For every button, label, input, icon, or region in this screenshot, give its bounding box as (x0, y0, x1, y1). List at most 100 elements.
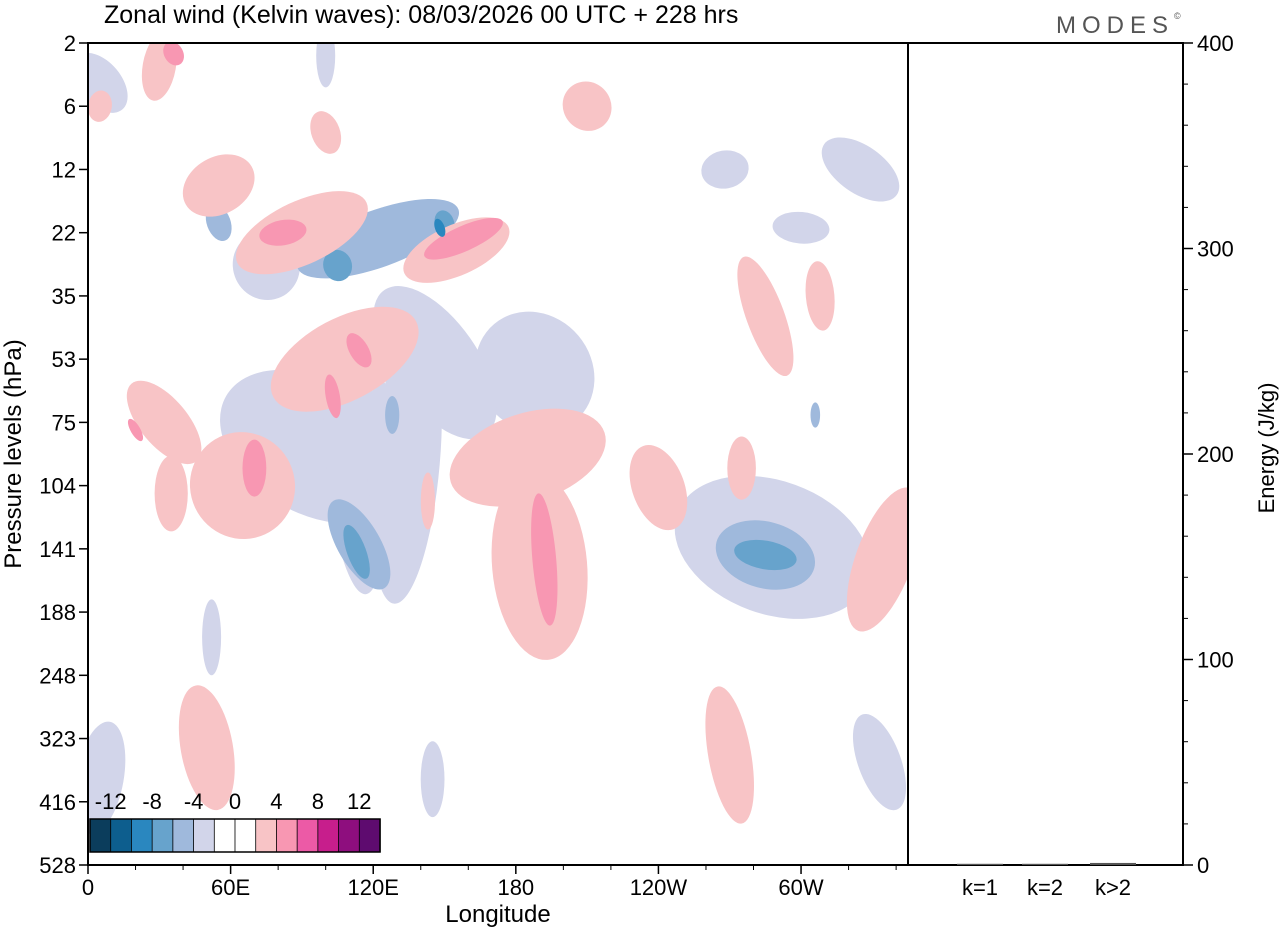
contour-blob (346, 333, 372, 368)
colorbar-cell (276, 818, 298, 853)
y-tick-label: 248 (39, 663, 76, 688)
energy-bar (1022, 863, 1068, 865)
contour-blob (88, 721, 126, 834)
colorbar-label: 0 (229, 789, 241, 814)
colorbar-cell (358, 818, 381, 853)
colorbar-cell (234, 818, 257, 853)
colorbar-cell (172, 818, 195, 853)
contour-blob (323, 249, 353, 282)
x-tick-label: 120W (630, 875, 688, 900)
colorbar-label: -8 (142, 789, 162, 814)
energy-category-label: k>2 (1095, 875, 1131, 900)
colorbar-cell (213, 818, 236, 853)
energy-panel: k=1 k=2 k>2 0 100 200 300 400 (907, 31, 1234, 900)
contour-blob (531, 493, 558, 626)
contour-blob (420, 741, 445, 818)
energy-category-label: k=2 (1027, 875, 1063, 900)
contour-blob (727, 436, 756, 500)
contour-blob (182, 154, 255, 217)
colorbar-legend: -12 -8 -4 0 4 8 12 (89, 789, 381, 853)
contour-blob (475, 311, 595, 434)
contour-blob (202, 599, 222, 676)
contour-blob (127, 418, 144, 442)
y-tick-label: 75 (52, 410, 76, 435)
contour-blob (88, 52, 128, 113)
y-axis-label: Pressure levels (hPa) (0, 339, 27, 568)
contour-blob (270, 306, 419, 412)
contour-blob (242, 439, 267, 497)
contour-blob (163, 43, 184, 66)
x-tick-label: 180 (497, 875, 534, 900)
y-tick-label: 104 (39, 474, 76, 499)
colorbar-label: 12 (347, 789, 371, 814)
contour-blob (420, 472, 435, 530)
contour-blob (810, 402, 821, 428)
contour-blob (141, 43, 177, 101)
x-axis-label: Longitude (445, 901, 550, 928)
contour-blob (189, 432, 296, 540)
contour-blob (805, 261, 835, 331)
y-axis: 2 6 12 22 35 53 75 104 141 188 248 323 416 528 (39, 31, 88, 878)
contour-blob (846, 487, 908, 632)
modes-logo: MODES© (1056, 11, 1187, 39)
x-tick-label: 60E (211, 875, 250, 900)
y-tick-label: 35 (52, 284, 76, 309)
contour-blob (154, 455, 188, 532)
y-tick-label: 6 (64, 94, 76, 119)
y-tick-label: 22 (52, 221, 76, 246)
energy-x-axis: k=1 k=2 k>2 (962, 875, 1131, 900)
x-tick-label: 120E (348, 875, 399, 900)
energy-y-tick-label: 100 (1197, 648, 1234, 673)
colorbar-cell (338, 818, 360, 853)
y-tick-label: 416 (39, 790, 76, 815)
contour-blob (310, 111, 342, 154)
hovmoller-plot: 0 60E 120E 180 120W 60W 2 6 12 22 35 53 75 104 141 188… (39, 31, 909, 900)
contour-blob (629, 445, 688, 531)
energy-y-tick-label: 400 (1197, 31, 1234, 56)
contour-blob (737, 256, 794, 377)
energy-frame (907, 42, 1184, 866)
colorbar-cell (317, 818, 340, 853)
contour-layer (88, 43, 908, 834)
contour-blob (852, 713, 907, 811)
energy-y-tick-label: 200 (1197, 442, 1234, 467)
colorbar-label: -12 (95, 789, 127, 814)
colorbar-cell (110, 818, 133, 853)
energy-y-tick-label: 300 (1197, 237, 1234, 262)
colorbar-label: 4 (270, 789, 282, 814)
energy-bar (1090, 862, 1136, 865)
y-tick-label: 323 (39, 727, 76, 752)
contour-blob (343, 524, 370, 579)
colorbar-cell (131, 818, 153, 853)
contour-blob (449, 408, 606, 507)
contour-blob (434, 218, 446, 237)
energy-y-axis: 0 100 200 300 400 (1183, 31, 1234, 878)
chart-title: Zonal wind (Kelvin waves): 08/03/2026 00… (104, 1, 738, 29)
contour-blob (821, 137, 900, 202)
x-axis: 0 60E 120E 180 120W 60W (82, 865, 897, 900)
contour-blob (126, 380, 202, 465)
y-tick-label: 188 (39, 600, 76, 625)
energy-category-label: k=1 (962, 875, 998, 900)
colorbar-cell (89, 818, 112, 853)
contour-blob (734, 539, 797, 571)
colorbar-cell (151, 818, 174, 853)
y-tick-label: 141 (39, 537, 76, 562)
colorbar-frame (89, 818, 381, 853)
colorbar-cell (296, 818, 319, 853)
contour-blob (178, 685, 235, 811)
energy-y-tick-label: 0 (1197, 853, 1209, 878)
contour-blob (385, 396, 400, 434)
x-tick-label: 60W (778, 875, 823, 900)
contour-blob (705, 686, 754, 824)
colorbar-label: 8 (312, 789, 324, 814)
colorbar-label: -4 (184, 789, 204, 814)
contour-blob (562, 81, 612, 131)
contour-blob (259, 219, 307, 246)
contour-blob (324, 374, 341, 419)
x-tick-label: 0 (82, 875, 94, 900)
energy-axis-label: Energy (J/kg) (1254, 383, 1279, 514)
colorbar-cell (193, 818, 215, 853)
y-tick-label: 12 (52, 157, 76, 182)
